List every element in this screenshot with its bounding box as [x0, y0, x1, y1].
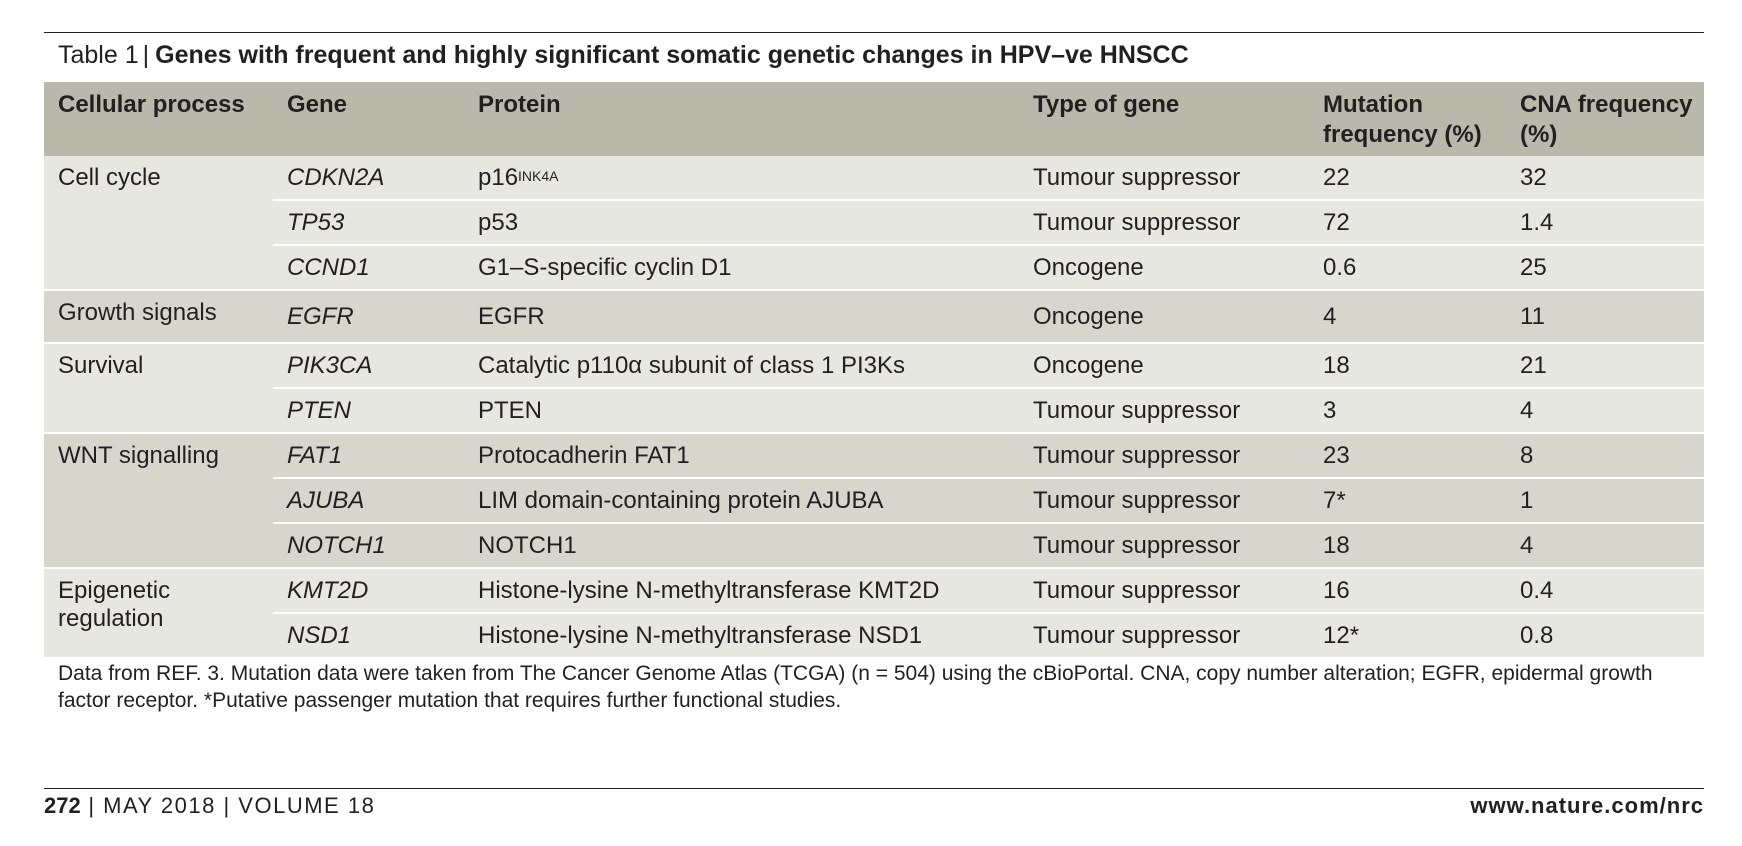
table-label: Table 1: [58, 41, 139, 69]
table-body: Cell cycle CDKN2A p16INK4A Tumour suppre…: [44, 156, 1704, 659]
protein-cell: Histone-lysine N-methyltransferase NSD1: [464, 613, 1019, 659]
cna-cell: 1: [1506, 478, 1704, 524]
process-cell: Survival: [44, 343, 273, 434]
mutation-cell: 7*: [1309, 478, 1506, 524]
cna-cell: 11: [1506, 290, 1704, 344]
bottom-rule: [44, 788, 1704, 789]
gene-cell: AJUBA: [273, 478, 464, 524]
cna-cell: 8: [1506, 433, 1704, 479]
mutation-cell: 3: [1309, 388, 1506, 434]
header-cellular-process: Cellular process: [44, 82, 273, 156]
top-rule: [44, 32, 1704, 33]
cna-cell: 32: [1506, 156, 1704, 201]
gene-cell: CDKN2A: [273, 156, 464, 201]
protein-cell: NOTCH1: [464, 523, 1019, 569]
cna-cell: 4: [1506, 523, 1704, 569]
table-row: Cell cycle CDKN2A p16INK4A Tumour suppre…: [44, 156, 1704, 291]
protein-cell: Histone-lysine N-methyltransferase KMT2D: [464, 568, 1019, 614]
protein-cell: p16INK4A: [464, 156, 1019, 201]
table-row: PTEN PTEN Tumour suppressor 3 4: [44, 388, 1704, 434]
table-row: CCND1 G1–S-specific cyclin D1 Oncogene 0…: [44, 245, 1704, 291]
protein-cell: Protocadherin FAT1: [464, 433, 1019, 479]
table-row: TP53 p53 Tumour suppressor 72 1.4: [44, 200, 1704, 246]
issue-label: | MAY 2018 | VOLUME 18: [88, 793, 376, 818]
mutation-cell: 22: [1309, 156, 1506, 201]
header-row: Cellular process Gene Protein Type of ge…: [44, 82, 1704, 156]
cna-cell: 21: [1506, 343, 1704, 389]
header-mutation-frequency: Mutation frequency (%): [1309, 82, 1506, 156]
data-table-container: Cellular process Gene Protein Type of ge…: [44, 82, 1704, 659]
mutation-cell: 0.6: [1309, 245, 1506, 291]
cna-cell: 1.4: [1506, 200, 1704, 246]
gene-cell: PIK3CA: [273, 343, 464, 389]
gene-cell: NSD1: [273, 613, 464, 659]
protein-cell: G1–S-specific cyclin D1: [464, 245, 1019, 291]
type-cell: Tumour suppressor: [1019, 613, 1309, 659]
mutation-cell: 18: [1309, 523, 1506, 569]
header-type-of-gene: Type of gene: [1019, 82, 1309, 156]
protein-cell: Catalytic p110α subunit of class 1 PI3Ks: [464, 343, 1019, 389]
process-cell: WNT signalling: [44, 433, 273, 569]
gene-cell: EGFR: [273, 290, 464, 344]
type-cell: Oncogene: [1019, 343, 1309, 389]
protein-cell: EGFR: [464, 290, 1019, 344]
mutation-cell: 18: [1309, 343, 1506, 389]
protein-superscript: INK4A: [518, 167, 559, 184]
type-cell: Tumour suppressor: [1019, 200, 1309, 246]
footer-issue-info: 272 | MAY 2018 | VOLUME 18: [44, 792, 375, 820]
cna-cell: 0.8: [1506, 613, 1704, 659]
protein-cell: p53: [464, 200, 1019, 246]
page-number: 272: [44, 793, 81, 818]
type-cell: Oncogene: [1019, 290, 1309, 344]
mutation-cell: 12*: [1309, 613, 1506, 659]
process-cell: Epigenetic regulation: [44, 568, 273, 659]
process-cell: Cell cycle: [44, 156, 273, 291]
gene-cell: CCND1: [273, 245, 464, 291]
caption-separator: |: [142, 41, 150, 69]
table-row: NSD1 Histone-lysine N-methyltransferase …: [44, 613, 1704, 659]
table-row: Survival PIK3CA Catalytic p110α subunit …: [44, 343, 1704, 434]
table-caption: Table 1 | Genes with frequent and highly s…: [58, 38, 1189, 72]
type-cell: Tumour suppressor: [1019, 568, 1309, 614]
table-row: AJUBA LIM domain-containing protein AJUB…: [44, 478, 1704, 524]
header-gene: Gene: [273, 82, 464, 156]
type-cell: Tumour suppressor: [1019, 433, 1309, 479]
protein-cell: LIM domain-containing protein AJUBA: [464, 478, 1019, 524]
journal-url: www.nature.com/nrc: [1470, 793, 1704, 818]
cna-cell: 25: [1506, 245, 1704, 291]
table-footnote: Data from REF. 3. Mutation data were tak…: [58, 662, 1653, 712]
table-row: WNT signalling FAT1 Protocadherin FAT1 T…: [44, 433, 1704, 569]
gene-cell: TP53: [273, 200, 464, 246]
type-cell: Tumour suppressor: [1019, 478, 1309, 524]
process-cell: Growth signals: [44, 290, 273, 344]
type-cell: Tumour suppressor: [1019, 523, 1309, 569]
mutation-cell: 16: [1309, 568, 1506, 614]
mutation-cell: 4: [1309, 290, 1506, 344]
type-cell: Tumour suppressor: [1019, 156, 1309, 201]
type-cell: Tumour suppressor: [1019, 388, 1309, 434]
table-row: Epigenetic regulation KMT2D Histone-lysi…: [44, 568, 1704, 659]
gene-cell: PTEN: [273, 388, 464, 434]
data-table: Cellular process Gene Protein Type of ge…: [44, 82, 1704, 659]
table-row: NOTCH1 NOTCH1 Tumour suppressor 18 4: [44, 523, 1704, 569]
mutation-cell: 72: [1309, 200, 1506, 246]
gene-cell: FAT1: [273, 433, 464, 479]
cna-cell: 0.4: [1506, 568, 1704, 614]
header-protein: Protein: [464, 82, 1019, 156]
mutation-cell: 23: [1309, 433, 1506, 479]
gene-cell: NOTCH1: [273, 523, 464, 569]
protein-cell: PTEN: [464, 388, 1019, 434]
gene-cell: KMT2D: [273, 568, 464, 614]
table-title: Genes with frequent and highly significa…: [155, 41, 1189, 69]
protein-name: p16: [478, 163, 519, 191]
type-cell: Oncogene: [1019, 245, 1309, 291]
table-row: Growth signals EGFR EGFR Oncogene 4 11: [44, 290, 1704, 344]
header-cna-frequency: CNA frequency (%): [1506, 82, 1704, 156]
table-header: Cellular process Gene Protein Type of ge…: [44, 82, 1704, 156]
cna-cell: 4: [1506, 388, 1704, 434]
